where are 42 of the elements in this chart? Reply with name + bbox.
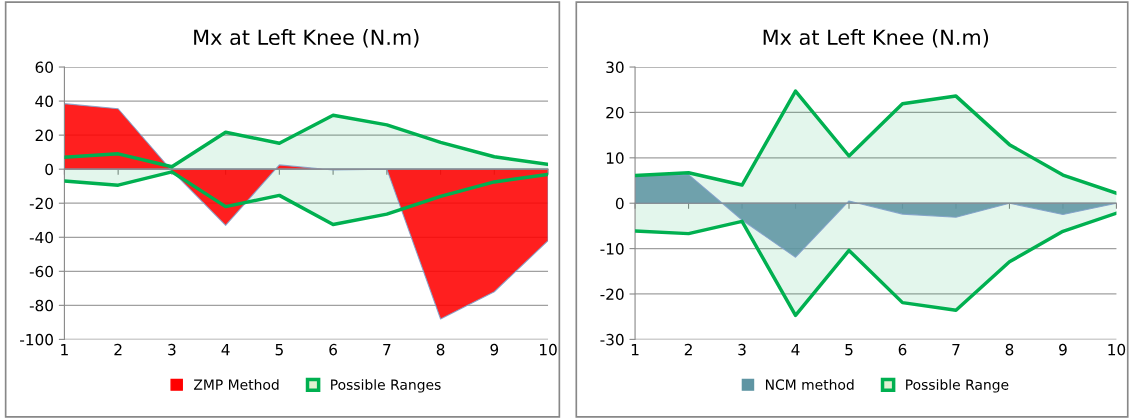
y-tick-label: -10 bbox=[600, 243, 624, 255]
y-tick-label: -60 bbox=[29, 265, 53, 278]
y-tick-label: -30 bbox=[600, 333, 624, 346]
x-tick-label: 9 bbox=[490, 343, 499, 356]
x-tick-label: 3 bbox=[168, 343, 176, 356]
legend-label: ZMP Method bbox=[193, 379, 279, 390]
x-tick-label: 8 bbox=[436, 343, 445, 356]
legend-label: Possible Range bbox=[906, 379, 1009, 393]
x-tick-label: 5 bbox=[275, 344, 283, 356]
x-tick-label: 4 bbox=[221, 344, 230, 356]
x-tick-label: 10 bbox=[540, 343, 557, 356]
x-tick-label: 1 bbox=[631, 344, 639, 356]
y-tick-label: 0 bbox=[45, 163, 53, 176]
y-tick-label: 30 bbox=[606, 61, 624, 74]
y-tick-label: -80 bbox=[29, 299, 53, 312]
y-tick-label: 40 bbox=[35, 95, 53, 108]
x-tick-label: 7 bbox=[383, 344, 391, 356]
x-tick-label: 6 bbox=[898, 343, 907, 356]
y-tick-label: -40 bbox=[29, 231, 53, 244]
x-tick-label: 3 bbox=[738, 343, 746, 356]
y-tick-label: -100 bbox=[20, 333, 53, 346]
y-tick-label: 20 bbox=[35, 129, 53, 142]
y-tick-label: 20 bbox=[606, 106, 624, 119]
x-tick-label: 1 bbox=[61, 344, 68, 356]
y-tick-label: 0 bbox=[615, 197, 624, 210]
x-tick-label: 2 bbox=[114, 343, 122, 356]
chart-title: Mx at Left Knee (N.m) bbox=[763, 28, 989, 48]
y-tick-label: -20 bbox=[29, 197, 53, 210]
y-tick-label: -20 bbox=[600, 288, 624, 301]
y-tick-label: 10 bbox=[606, 152, 624, 164]
y-tick-label: 60 bbox=[35, 61, 53, 74]
legend-label: NCM method bbox=[765, 379, 854, 390]
x-tick-label: 8 bbox=[1005, 343, 1014, 356]
legend-label: Possible Ranges bbox=[331, 379, 441, 393]
x-tick-label: 9 bbox=[1059, 343, 1067, 356]
x-tick-label: 7 bbox=[952, 344, 960, 356]
x-tick-label: 4 bbox=[791, 344, 800, 356]
x-tick-label: 5 bbox=[845, 344, 853, 356]
chart-title: Mx at Left Knee (N.m) bbox=[194, 28, 419, 48]
x-tick-label: 6 bbox=[329, 343, 337, 356]
x-tick-label: 10 bbox=[1108, 343, 1126, 356]
x-tick-label: 2 bbox=[684, 343, 692, 356]
